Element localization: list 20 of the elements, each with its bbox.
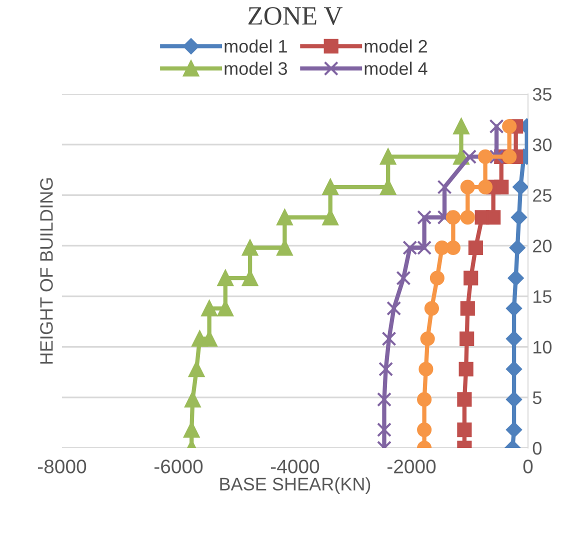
y-tick-label: 35 <box>532 88 552 101</box>
y-tick-label: 10 <box>534 340 552 354</box>
chart-title: ZONE V <box>248 7 342 25</box>
x-tick-label: -6000 <box>154 460 203 474</box>
y-tick-label: 0 <box>532 442 542 455</box>
legend-label: model 2 <box>364 39 427 53</box>
legend-label: model 3 <box>224 62 287 75</box>
x-axis-title: BASE SHEAR(KN) <box>220 477 370 494</box>
x-tick-label: -4000 <box>271 460 320 474</box>
legend-label: model 4 <box>364 62 428 75</box>
y-tick-label: 15 <box>534 290 552 304</box>
y-tick-label: 20 <box>533 240 552 252</box>
y-tick-label: 5 <box>532 392 542 404</box>
y-tick-label: 30 <box>532 138 552 152</box>
y-axis-title: HEIGHT OF BUILDING <box>40 178 53 364</box>
x-tick-label: -8000 <box>38 460 86 474</box>
x-tick-label: -2000 <box>388 460 436 474</box>
x-tick-label: 0 <box>523 460 533 474</box>
y-tick-label: 25 <box>533 189 552 202</box>
legend-label: model 1 <box>224 39 287 53</box>
